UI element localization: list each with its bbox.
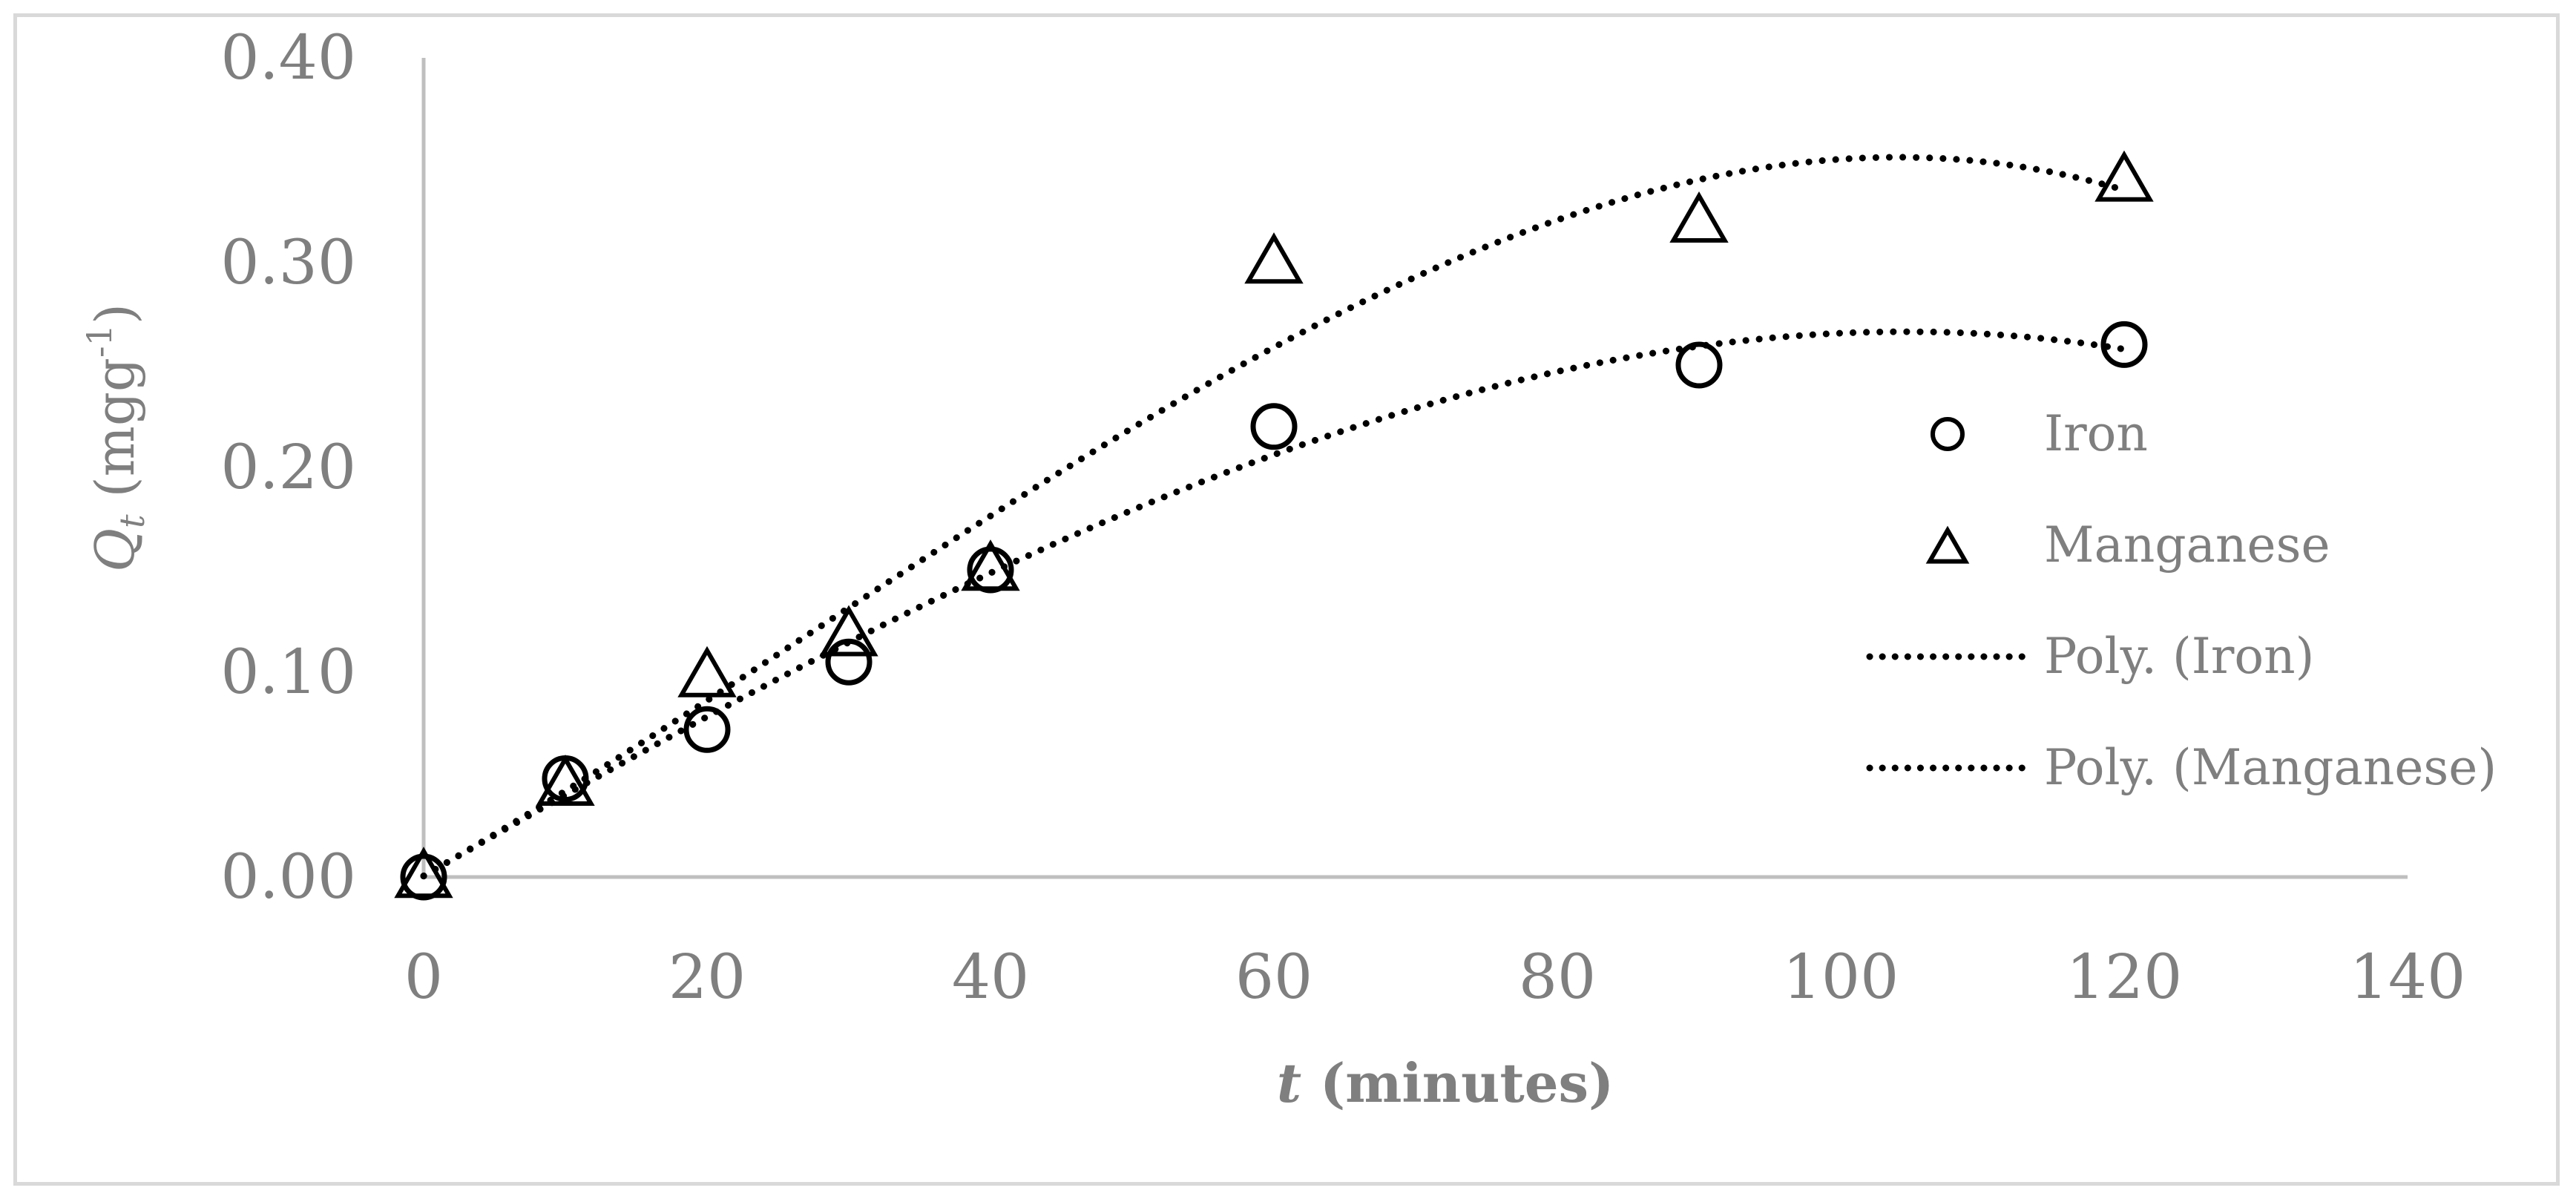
marker-iron [683, 706, 731, 753]
marker-iron [1250, 403, 1298, 450]
x-axis-title-var: t [1277, 1051, 1301, 1114]
x-tick-label: 0 [404, 942, 443, 1013]
marker-manganese [2094, 150, 2154, 202]
axes [421, 58, 2408, 879]
y-axis-title-unit: (mgg [84, 358, 146, 514]
y-tick-label: 0.30 [220, 228, 356, 298]
trendline-iron [420, 328, 2128, 880]
y-axis-title: Qt (mgg-1) [79, 303, 152, 572]
x-tick-label: 40 [952, 942, 1029, 1013]
x-axis-title-unit: (minutes) [1301, 1051, 1614, 1114]
trendlines [420, 154, 2128, 880]
x-tick-label: 20 [668, 942, 746, 1013]
x-tick-label: 140 [2350, 942, 2466, 1013]
y-axis-title-superscript: -1 [79, 324, 119, 358]
chart-frame [13, 13, 2560, 1186]
legend-label: Iron [2044, 405, 2148, 462]
legend-label: Poly. (Manganese) [2044, 739, 2497, 796]
x-axis-title: t (minutes) [1277, 1051, 1614, 1114]
x-tick-label: 60 [1235, 942, 1312, 1013]
y-tick-label: 0.40 [220, 23, 356, 93]
marker-iron [825, 638, 873, 686]
y-axis-title-subscript: t [112, 514, 152, 528]
y-axis-title-close: ) [84, 303, 146, 324]
y-tick-label: 0.00 [220, 842, 356, 913]
marker-manganese [536, 754, 595, 806]
x-tick-labels: 0 20 40 60 80 100 120 140 [404, 942, 2465, 1013]
marker-manganese [819, 605, 878, 657]
y-axis-title-symbol: Q [84, 528, 146, 572]
marker-iron [1675, 341, 1723, 389]
y-tick-labels: 0.00 0.10 0.20 0.30 0.40 [220, 23, 356, 913]
trendline-manganese [420, 154, 2128, 879]
legend: Iron Manganese Poly. (Iron) Poly. (Manganes… [1866, 405, 2497, 796]
marker-manganese [1669, 191, 1729, 243]
x-tick-label: 120 [2066, 942, 2183, 1013]
marker-manganese [1244, 232, 1304, 284]
legend-circle-icon [1931, 417, 1965, 451]
x-tick-label: 80 [1519, 942, 1596, 1013]
marker-manganese [961, 539, 1020, 591]
marker-iron [2100, 321, 2148, 368]
legend-triangle-icon [1925, 525, 1970, 564]
legend-label: Poly. (Iron) [2044, 628, 2314, 685]
marker-manganese [394, 847, 453, 899]
marker-manganese [677, 646, 737, 697]
y-tick-label: 0.20 [220, 433, 356, 503]
x-tick-label: 100 [1783, 942, 1899, 1013]
legend-label: Manganese [2044, 516, 2330, 574]
data-markers [394, 150, 2154, 901]
y-tick-label: 0.10 [220, 637, 356, 708]
